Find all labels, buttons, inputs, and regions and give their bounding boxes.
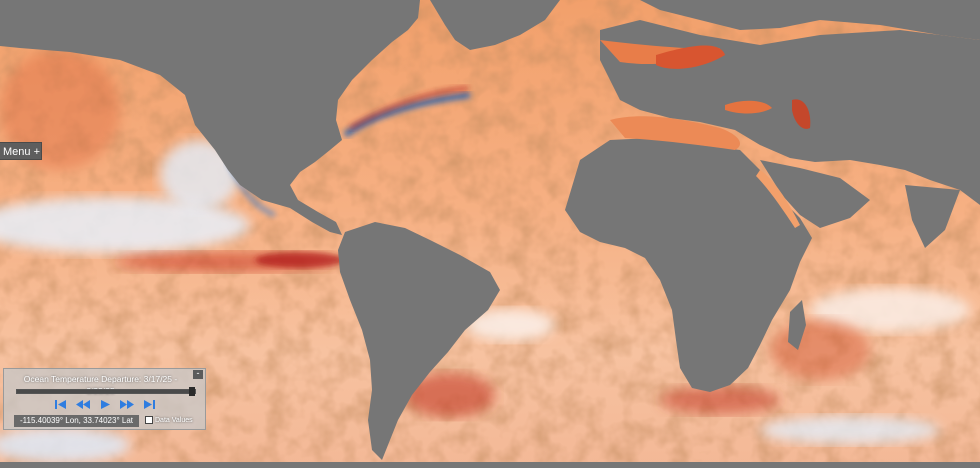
inland-seas (600, 40, 811, 228)
data-values-toggle[interactable]: Data Values (145, 416, 193, 424)
anomaly-patches (0, 50, 970, 463)
minimize-button[interactable]: - (193, 369, 203, 379)
step-back-icon[interactable] (74, 398, 92, 410)
menu-button[interactable]: Menu + (0, 142, 42, 160)
last-frame-icon[interactable] (140, 398, 158, 410)
step-forward-icon[interactable] (118, 398, 136, 410)
play-icon[interactable] (96, 398, 114, 410)
time-slider-thumb[interactable] (189, 387, 195, 396)
time-slider-fill (17, 390, 195, 393)
playback-controls (52, 398, 158, 411)
data-values-checkbox[interactable] (145, 416, 153, 424)
cursor-coordinates: -115.40039° Lon, 33.74023° Lat (14, 415, 139, 427)
first-frame-icon[interactable] (52, 398, 70, 410)
layer-title: Ocean Temperature Departure: 3/17/25 - 3… (23, 374, 178, 396)
time-slider[interactable] (16, 387, 196, 396)
data-values-label: Data Values (155, 416, 193, 424)
timeline-panel: Ocean Temperature Departure: 3/17/25 - 3… (3, 368, 206, 430)
